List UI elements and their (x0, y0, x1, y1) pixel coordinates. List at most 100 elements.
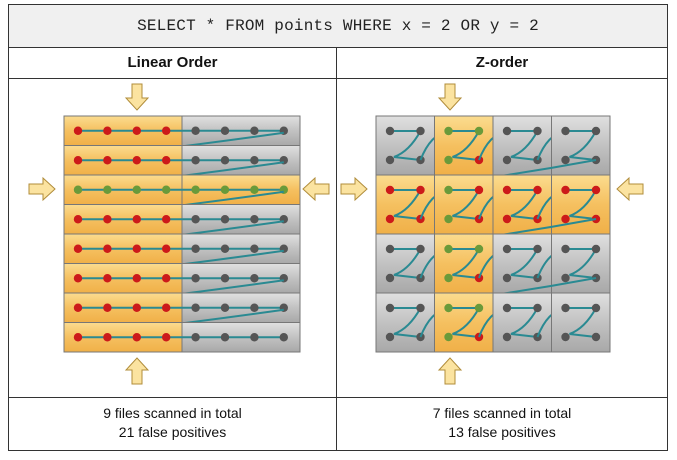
z-point (502, 332, 512, 342)
z-file-cell (375, 233, 435, 294)
linear-point (250, 126, 259, 135)
z-arrow-bottom (437, 357, 463, 385)
linear-order-grid (63, 115, 301, 353)
linear-point (220, 185, 230, 194)
linear-point (191, 126, 200, 135)
linear-point (162, 185, 171, 194)
z-point (444, 155, 453, 165)
z-file-cell (492, 115, 552, 176)
z-file-cell (434, 115, 494, 176)
z-point (385, 244, 395, 254)
divider-titles (9, 78, 667, 79)
linear-point (103, 126, 112, 135)
linear-point (191, 215, 200, 224)
z-point (502, 214, 512, 224)
linear-point (250, 274, 259, 283)
linear-point (73, 215, 83, 224)
z-arrow-top (437, 83, 463, 111)
z-point (444, 303, 453, 313)
query-direction-arrows (28, 83, 644, 385)
z-point (561, 214, 570, 224)
z-file-cell (375, 115, 435, 176)
z-point (385, 273, 395, 283)
linear-order-summary: 9 files scanned in total 21 false positi… (9, 397, 336, 451)
linear-point (103, 215, 112, 224)
z-point (561, 332, 570, 342)
z-arrow-right (616, 176, 644, 202)
linear-point (103, 244, 112, 253)
linear-arrow-top-shape (124, 83, 150, 111)
linear-point (220, 274, 230, 283)
z-point (385, 185, 395, 195)
linear-point (250, 215, 259, 224)
z-files-scanned: 7 files scanned in total (432, 405, 572, 421)
z-point (502, 303, 512, 313)
linear-point (162, 126, 171, 135)
linear-point (250, 244, 259, 253)
linear-arrow-right (302, 176, 330, 202)
linear-point (73, 244, 83, 253)
z-point (502, 273, 512, 283)
linear-point (103, 303, 112, 312)
z-point (474, 244, 484, 254)
z-order-title: Z-order (475, 54, 529, 71)
linear-point (220, 156, 230, 165)
linear-arrow-left-shape (28, 176, 56, 202)
linear-point (162, 274, 171, 283)
z-file-cell (434, 233, 494, 294)
z-point (444, 214, 453, 224)
z-point (416, 126, 425, 136)
z-file-cell (492, 292, 552, 353)
z-point (591, 126, 601, 136)
z-point (444, 244, 453, 254)
linear-arrow-right-shape (302, 176, 330, 202)
z-file-cell (375, 292, 435, 353)
z-point (561, 303, 570, 313)
linear-point (220, 303, 230, 312)
linear-point (132, 274, 141, 283)
linear-point (250, 156, 259, 165)
linear-point (191, 333, 200, 342)
z-false-positives: 13 false positives (448, 424, 556, 440)
z-point (474, 126, 484, 136)
z-point (533, 303, 542, 313)
z-point (385, 214, 395, 224)
linear-point (162, 303, 171, 312)
z-point (561, 126, 570, 136)
z-point (474, 185, 484, 195)
linear-files-scanned: 9 files scanned in total (103, 405, 242, 421)
z-file-cell (492, 174, 552, 235)
z-arrow-right-shape (616, 176, 644, 202)
linear-point (73, 126, 83, 135)
z-point (385, 332, 395, 342)
linear-point (103, 333, 112, 342)
linear-point (132, 156, 141, 165)
z-point (416, 303, 425, 313)
z-point (561, 155, 570, 165)
z-arrow-top-shape (437, 83, 463, 111)
z-point (502, 155, 512, 165)
z-point (591, 332, 601, 342)
z-point (502, 244, 512, 254)
linear-point (132, 303, 141, 312)
linear-point (220, 215, 230, 224)
z-arrow-bottom-shape (437, 357, 463, 385)
z-point (591, 303, 601, 313)
z-point (385, 126, 395, 136)
z-point (502, 185, 512, 195)
z-order-summary: 7 files scanned in total 13 false positi… (337, 397, 667, 451)
linear-arrow-bottom-shape (124, 357, 150, 385)
linear-point (250, 333, 259, 342)
z-arrow-left-shape (340, 176, 368, 202)
z-point (591, 244, 601, 254)
z-point (561, 273, 570, 283)
linear-point (220, 333, 230, 342)
linear-point (250, 303, 259, 312)
linear-arrow-bottom (124, 357, 150, 385)
linear-point (162, 156, 171, 165)
z-point (385, 303, 395, 313)
linear-point (191, 274, 200, 283)
linear-point (73, 274, 83, 283)
linear-point (132, 333, 141, 342)
